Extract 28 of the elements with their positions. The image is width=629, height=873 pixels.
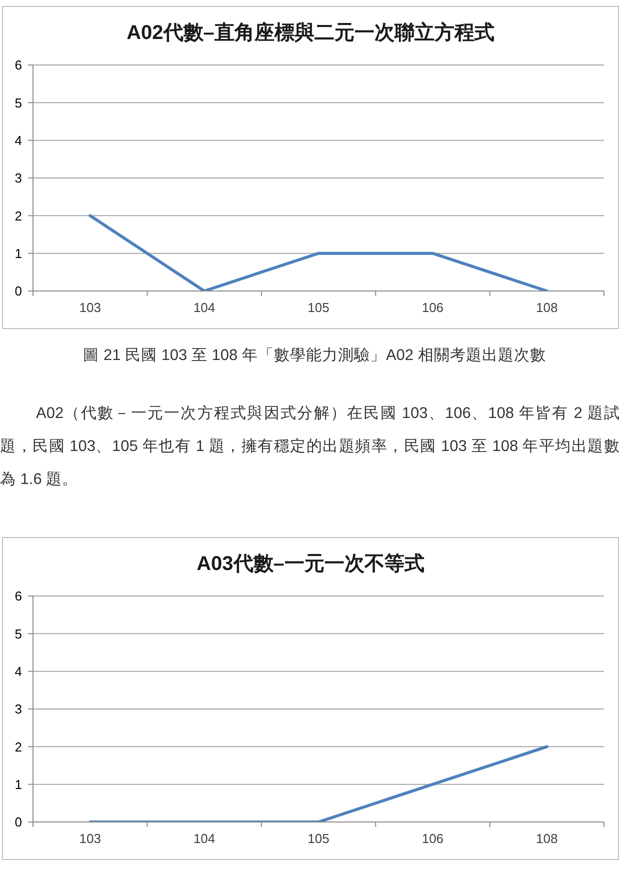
x-tick-label: 106 <box>422 300 444 315</box>
y-tick-label: 4 <box>14 664 22 679</box>
y-tick-label: 1 <box>14 776 22 792</box>
text: A02（代數－一元一次方程式與因式分解）在民國 103、106、108 年皆有 2 題試題，民國 103、105 年也有 1 題，擁有穩定的出題頻率，民國 103 至 108 年平均出題數為 1.6 題。 <box>0 404 620 490</box>
caption: 圖 21 民國 103 至 108 年「數學能力測驗」A02 相關考題出題次數 <box>82 346 547 366</box>
y-tick-label: 5 <box>14 95 22 110</box>
y-tick-label: 3 <box>14 170 22 186</box>
y-tick-label: 2 <box>14 208 22 224</box>
x-tick-label: 108 <box>536 831 558 846</box>
y-tick-label: 3 <box>14 702 22 717</box>
y-tick-label: 0 <box>14 284 22 299</box>
y-tick-label: 5 <box>14 626 22 642</box>
x-tick-label: 103 <box>79 831 101 846</box>
y-tick-label: 1 <box>14 246 22 261</box>
chart-title: A02代數–直角座標與二元一次聯立方程式 <box>126 20 496 46</box>
y-tick-label: 2 <box>14 739 22 754</box>
y-tick-label: 0 <box>14 814 22 830</box>
y-tick-label: 6 <box>14 588 22 604</box>
y-tick-label: 4 <box>14 132 22 148</box>
x-tick-label: 103 <box>79 300 101 315</box>
x-tick-label: 104 <box>193 300 216 315</box>
x-tick-label: 105 <box>308 300 330 315</box>
x-tick-label: 105 <box>308 831 330 846</box>
x-tick-label: 104 <box>193 831 216 846</box>
chart-title: A03代數–一元一次不等式 <box>196 552 426 576</box>
y-tick-label: 6 <box>14 58 22 73</box>
x-tick-label: 108 <box>536 300 558 315</box>
x-tick-label: 106 <box>422 831 444 846</box>
